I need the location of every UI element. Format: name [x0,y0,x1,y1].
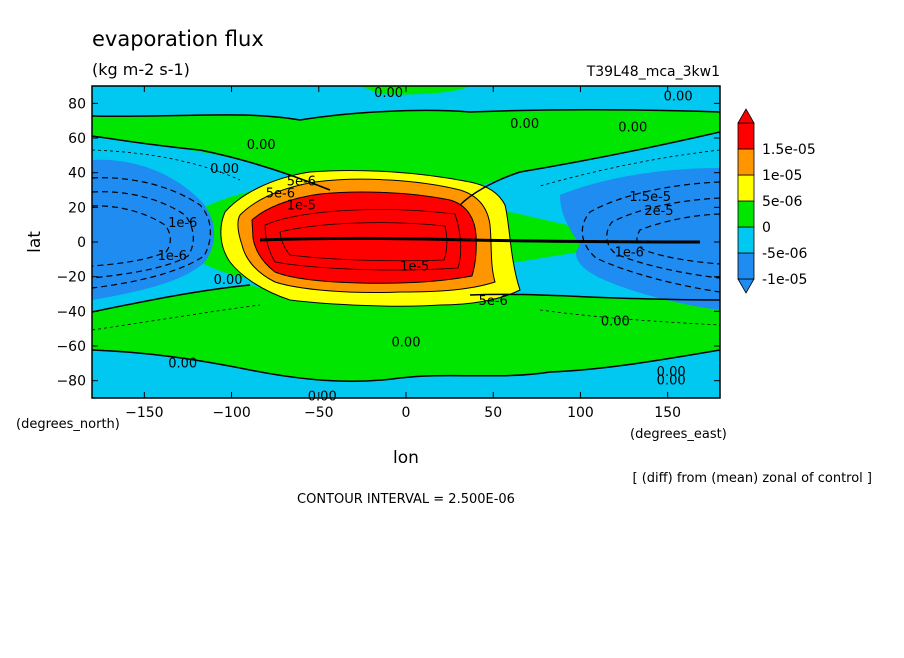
x-axis-label: lon [393,448,419,468]
contour-line [459,131,720,206]
y-axis-label: lat [25,231,45,253]
x-tick-label: 0 [402,405,411,421]
y-tick-label: −20 [56,270,86,286]
contour-line [469,293,720,301]
contour-line [92,177,211,289]
contour-interval-label: CONTOUR INTERVAL = 2.500E-06 [297,492,515,507]
diff-note: [ (diff) from (mean) zonal of control ] [633,471,872,486]
x-tick-label: −50 [304,405,334,421]
y-tick-label: 20 [68,200,86,216]
x-tick-label: 150 [654,405,681,421]
contour-value-label: 0.00 [374,86,403,101]
contour-value-label: 0.00 [601,315,630,330]
contour-value-label: 0.00 [214,273,243,288]
x-tick-label: 100 [567,405,594,421]
contour-line [220,169,521,307]
contour-line [279,222,448,262]
contour-value-label: 0.00 [168,356,197,371]
contour-value-label: 1e-6 [615,245,644,260]
run-label: T39L48_mca_3kw1 [586,64,720,80]
contour-line [92,349,720,383]
contour-value-label: 1.5e-5 [629,190,671,205]
contour-line [92,149,241,181]
colorbar-swatch [737,200,755,228]
colorbar-label: 1.5e-05 [762,142,816,158]
contour-value-label: 5e-6 [287,174,316,189]
contour-line [581,181,720,293]
filled-contour-field [92,86,720,398]
contour-value-label: 0.00 [308,389,337,404]
x-tick-label: −150 [125,405,163,421]
y-tick-label: −40 [56,304,86,320]
contour-line [92,191,194,279]
chart-title: evaporation flux [92,27,264,51]
contour-line [92,284,251,313]
y-tick-label: 60 [68,131,86,147]
chart-units: (kg m-2 s-1) [92,60,190,79]
contour-value-label: 0.00 [664,89,693,104]
y-tick-label: 0 [77,235,86,251]
colorbar-label: -1e-05 [762,272,807,288]
contour-line [264,209,462,271]
y-axis-unit-label: (degrees_north) [16,417,120,432]
colorbar-label: 0 [762,220,771,236]
contour-value-label: 1e-6 [168,216,197,231]
contour-value-label: 0.00 [510,117,539,132]
contour-line [92,135,331,191]
colorbar-swatch [737,226,755,254]
x-axis-unit-label: (degrees_east) [630,427,727,442]
y-tick-label: −60 [56,339,86,355]
contour-line [539,149,720,187]
contour-value-label: 0.00 [657,374,686,389]
region-green-arctic [360,86,470,95]
contour-value-label: 5e-6 [479,294,508,309]
contour-value-label: 0.00 [210,162,239,177]
contour-line [259,237,701,244]
contour-line [636,213,720,265]
colorbar-swatch [737,148,755,176]
contour-line [92,304,261,331]
colorbar-label: -5e-06 [762,246,808,262]
region-green-north [92,109,720,210]
contour-line [92,205,171,267]
contour-value-label: 1e-5 [400,259,429,274]
contour-value-label: 0.00 [247,138,276,153]
contour-value-label: 2e-5 [644,204,673,219]
y-tick-label: 40 [68,166,86,182]
contour-value-label: 0.00 [618,121,647,136]
contour-line [539,309,720,326]
x-tick-label: −100 [212,405,250,421]
colorbar-end-arrow [737,108,755,124]
x-axis-ticks: −150 −100 −50 0 50 100 150 [125,86,681,421]
region-green-south [92,285,720,382]
colorbar-swatch [737,174,755,202]
colorbar: 1.5e-05 1e-05 5e-06 0 -5e-06 -1e-05 [737,108,816,294]
contour-line [237,178,496,294]
colorbar-swatch [737,252,755,280]
colorbar-label: 5e-06 [762,194,802,210]
contour-value-label: 1e-6 [158,249,187,264]
contour-value-label: 0.00 [392,336,421,351]
contour-value-label: 0.00 [657,365,686,380]
contour-value-label: 5e-6 [266,186,295,201]
x-tick-label: 50 [484,405,502,421]
contour-lines [92,108,720,383]
y-tick-label: −80 [56,374,86,390]
contour-line [606,197,720,279]
region-blue-west [92,159,215,300]
colorbar-end-arrow [737,278,755,294]
contour-line [251,191,477,284]
region-blue-east [560,168,720,310]
colorbar-label: 1e-05 [762,168,802,184]
contour-labels: 0.00 0.000.00 0.000.000.005e-65e-61e-51.5e… [158,86,693,404]
contour-line [92,108,720,121]
colorbar-swatch [737,122,755,150]
y-tick-label: 80 [68,96,86,112]
y-axis-ticks: 80 60 40 20 0 −20 −40 −60 −80 [56,96,720,390]
contour-value-label: 1e-5 [287,199,316,214]
